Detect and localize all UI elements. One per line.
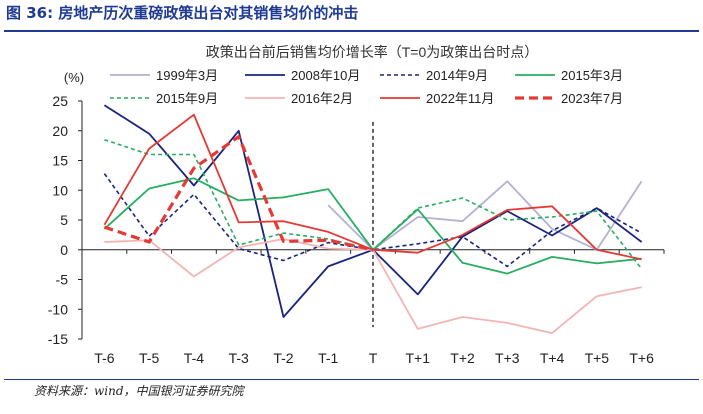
x-tick-label: T+2 <box>450 350 475 366</box>
legend-label: 2023年7月 <box>561 91 623 106</box>
x-tick-label: T+4 <box>540 350 565 366</box>
x-tick-label: T-1 <box>318 350 338 366</box>
y-tick-label: 15 <box>52 153 68 169</box>
x-tick-label: T+6 <box>629 350 654 366</box>
x-tick-label: T-3 <box>229 350 249 366</box>
x-tick-label: T <box>369 350 378 366</box>
x-tick-label: T+5 <box>585 350 610 366</box>
figure-title: 图 36: 房地产历次重磅政策出台对其销售均价的冲击 <box>6 4 359 22</box>
x-tick-label: T-6 <box>94 350 114 366</box>
x-tick-label: T-2 <box>273 350 293 366</box>
legend: 1999年3月 2008年10月 2014年9月 2015年3月 2015年9月 2016… <box>110 68 623 106</box>
source-rule <box>4 379 699 380</box>
series-lines <box>103 104 643 334</box>
y-tick-label: 10 <box>52 182 68 198</box>
y-tick-label: -5 <box>56 272 69 288</box>
legend-label: 2015年3月 <box>561 68 623 83</box>
x-tick-label: T-5 <box>139 350 159 366</box>
y-tick-label: 5 <box>60 212 68 228</box>
legend-label: 2016年2月 <box>291 91 353 106</box>
legend-label: 2022年11月 <box>426 91 494 106</box>
legend-label: 2015年9月 <box>156 91 218 106</box>
legend-label: 2008年10月 <box>291 68 360 83</box>
legend-label: 1999年3月 <box>156 68 218 83</box>
series-line <box>327 180 643 251</box>
legend-label: 2014年9月 <box>426 68 488 83</box>
y-tick-label: 25 <box>52 93 68 109</box>
title-rule <box>4 30 699 32</box>
axes: -15 -10 -5 0 5 10 15 20 25 T-6 T-5 T-4 T-3 T-2 T-1 T T+1… <box>48 93 665 366</box>
series-line <box>103 135 374 252</box>
x-tick-label: T+3 <box>495 350 520 366</box>
x-tick-label: T-4 <box>184 350 204 366</box>
x-tick-label: T+1 <box>406 350 431 366</box>
chart-title: 政策出台前后销售均价增长率（T=0为政策出台时点） <box>206 44 539 60</box>
y-tick-label: -15 <box>48 331 68 347</box>
y-tick-label: 0 <box>60 242 68 258</box>
y-tick-label: -10 <box>48 301 68 317</box>
y-tick-label: 20 <box>52 123 68 139</box>
series-line <box>103 173 642 268</box>
source-note: 资料来源：wind，中国银河证券研究院 <box>34 384 244 398</box>
y-axis-unit: (%) <box>64 70 84 85</box>
